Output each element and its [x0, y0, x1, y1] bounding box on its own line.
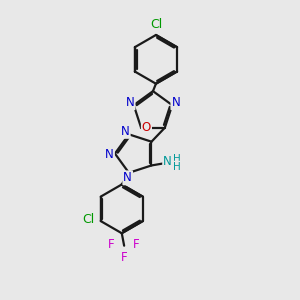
Text: H: H — [172, 162, 180, 172]
Text: F: F — [121, 251, 128, 264]
Text: H: H — [172, 154, 180, 164]
Text: O: O — [142, 121, 151, 134]
Text: N: N — [171, 96, 180, 109]
Text: N: N — [163, 155, 172, 168]
Text: Cl: Cl — [82, 213, 94, 226]
Text: F: F — [133, 238, 140, 251]
Text: N: N — [123, 171, 132, 184]
Text: N: N — [121, 125, 130, 138]
Text: F: F — [108, 238, 115, 251]
Text: N: N — [126, 96, 135, 109]
Text: N: N — [105, 148, 114, 161]
Text: Cl: Cl — [150, 18, 162, 31]
